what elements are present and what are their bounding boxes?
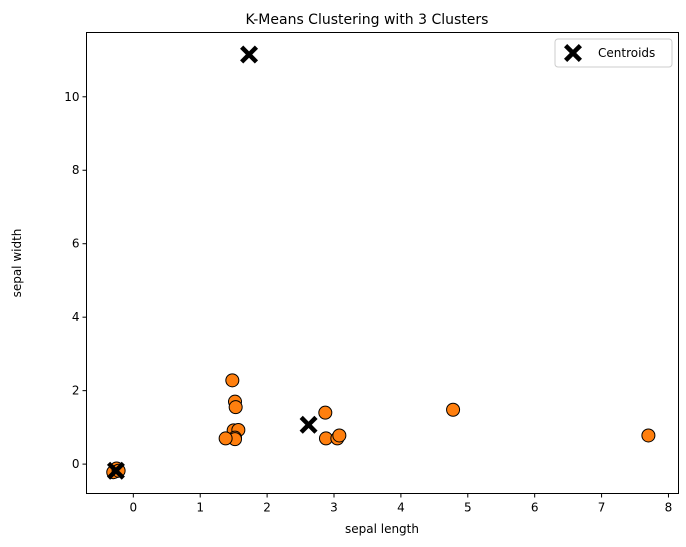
x-tick-label: 1	[196, 501, 204, 515]
data-point	[641, 428, 656, 443]
y-tick-label: 0	[72, 457, 80, 471]
legend-centroid-marker	[564, 44, 582, 62]
x-tick-label: 7	[598, 501, 606, 515]
y-tick-label: 2	[72, 384, 80, 398]
legend-box	[554, 38, 673, 68]
data-point	[446, 402, 461, 417]
data-point	[218, 431, 233, 446]
y-tick-label: 8	[72, 163, 80, 177]
y-tick-label: 6	[72, 237, 80, 251]
centroid-marker	[299, 415, 318, 434]
data-point	[225, 373, 240, 388]
data-point	[332, 428, 347, 443]
chart-title: K-Means Clustering with 3 Clusters	[246, 12, 489, 28]
x-tick-label: 5	[464, 501, 472, 515]
x-tick-label: 2	[263, 501, 271, 515]
y-tick-label: 10	[64, 90, 79, 104]
x-tick-label: 6	[531, 501, 539, 515]
x-tick-label: 3	[330, 501, 338, 515]
x-tick-label: 0	[130, 501, 138, 515]
y-axis: 0 2 4 6 8 10	[64, 90, 87, 471]
x-tick-label: 4	[397, 501, 405, 515]
centroid-marker	[240, 45, 259, 64]
plot-area	[86, 32, 679, 494]
data-points	[106, 45, 656, 480]
x-tick-label: 8	[665, 501, 673, 515]
data-point	[228, 400, 243, 415]
x-axis-label: sepal length	[345, 522, 419, 536]
y-axis-label: sepal width	[10, 229, 24, 298]
legend-label-centroids: Centroids	[598, 46, 655, 60]
legend: Centroids	[554, 38, 673, 68]
centroid-marker	[106, 461, 125, 480]
y-tick-label: 4	[72, 310, 80, 324]
data-point	[318, 405, 333, 420]
x-axis: 0 1 2 3 4 5 6 7 8	[130, 493, 673, 515]
